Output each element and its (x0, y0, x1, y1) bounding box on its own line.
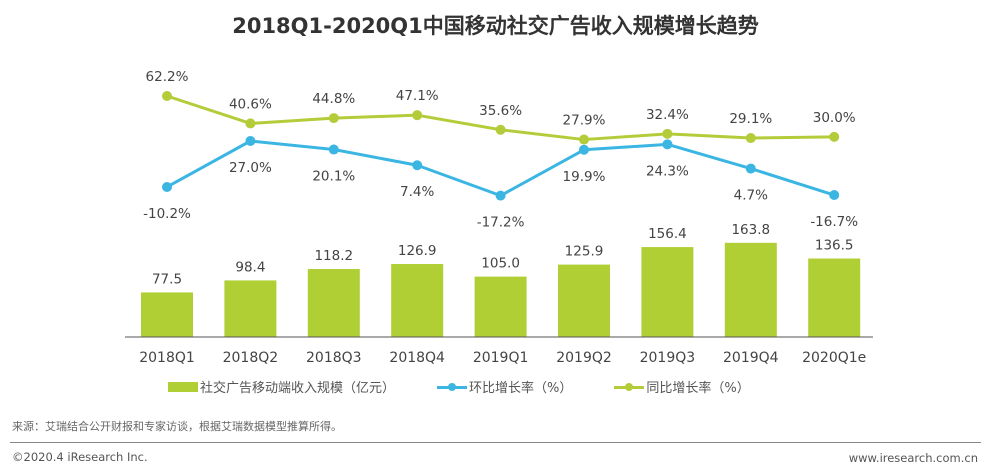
x-tick-label: 2020Q1e (802, 350, 866, 366)
legend-label: 社交广告移动端收入规模（亿元） (200, 381, 396, 396)
yoy-data-label: 27.9% (563, 113, 606, 129)
yoy-data-label: 62.2% (146, 69, 189, 85)
bar-value-label: 98.4 (235, 259, 265, 275)
yoy-data-label: 30.0% (813, 110, 856, 126)
bar-value-label: 125.9 (565, 244, 604, 260)
qoq-data-label: -16.7% (810, 214, 858, 230)
bar (141, 292, 193, 337)
qoq-point (328, 144, 339, 155)
yoy-point (662, 128, 673, 139)
qoq-point (245, 136, 256, 146)
x-tick-label: 2018Q2 (223, 350, 279, 366)
x-tick-label: 2019Q3 (640, 350, 696, 366)
legend-swatch-line-blue (437, 382, 468, 392)
x-tick-label: 2018Q1 (139, 350, 195, 366)
x-tick-label: 2019Q4 (723, 350, 779, 366)
bar (724, 242, 777, 337)
qoq-data-label: 27.0% (229, 160, 272, 176)
qoq-data-label: 19.9% (563, 169, 606, 185)
x-tick-label: 2018Q4 (389, 350, 445, 366)
qoq-data-label: -10.2% (143, 206, 191, 222)
yoy-point (829, 131, 840, 142)
qoq-point (162, 181, 172, 192)
x-tick-label: 2018Q3 (306, 350, 362, 366)
legend-label: 同比增长率（%） (646, 381, 750, 396)
legend-item-revenue: 社交广告移动端收入规模（亿元） (168, 377, 395, 396)
bar (307, 269, 360, 337)
chart-title: 2018Q1-2020Q1中国移动社交广告收入规模增长趋势 (232, 14, 759, 38)
yoy-point (495, 124, 506, 135)
source-note: 来源：艾瑞结合公开财报和专家访谈，根据艾瑞数据模型推算所得。 (12, 420, 342, 433)
qoq-point (662, 139, 673, 150)
footer-divider (10, 442, 981, 443)
bar-value-label: 156.4 (648, 226, 687, 242)
legend-swatch-line-green (614, 382, 645, 392)
legend-label: 环比增长率（%） (469, 381, 573, 396)
legend: 社交广告移动端收入规模（亿元） 环比增长率（%） 同比增长率（%） (168, 377, 792, 396)
bar (641, 247, 694, 337)
yoy-data-label: 32.4% (646, 107, 689, 123)
bar (391, 264, 444, 337)
qoq-data-label: 4.7% (734, 188, 768, 204)
yoy-point (162, 91, 172, 101)
bar (808, 258, 861, 337)
qoq-point (579, 144, 589, 155)
bar-value-label: 163.8 (731, 222, 770, 238)
qoq-data-label: 7.4% (400, 184, 434, 200)
legend-item-qoq: 环比增长率（%） (437, 377, 572, 396)
x-tick-label: 2019Q1 (473, 350, 529, 366)
bar-value-label: 136.5 (815, 238, 854, 254)
qoq-data-label: 24.3% (646, 163, 689, 179)
yoy-point (579, 134, 589, 145)
bar (224, 280, 277, 337)
qoq-data-label: 20.1% (312, 169, 355, 185)
yoy-data-label: 44.8% (312, 91, 355, 107)
bar-value-label: 118.2 (314, 248, 353, 264)
bar-value-label: 77.5 (152, 271, 182, 287)
website-link[interactable]: www.iresearch.com.cn (848, 451, 978, 465)
bar (474, 276, 527, 337)
bar (558, 264, 610, 337)
yoy-data-label: 35.6% (479, 103, 522, 119)
qoq-point (495, 190, 506, 201)
qoq-point (829, 190, 840, 201)
legend-swatch-bar (168, 381, 198, 392)
yoy-data-label: 40.6% (229, 96, 272, 112)
bar-value-label: 126.9 (398, 243, 437, 259)
yoy-point (245, 118, 256, 129)
yoy-point (328, 113, 339, 124)
x-tick-label: 2019Q2 (556, 350, 612, 366)
legend-item-yoy: 同比增长率（%） (614, 377, 750, 396)
yoy-point (412, 110, 423, 121)
yoy-data-label: 29.1% (729, 111, 772, 127)
bar-value-label: 105.0 (481, 256, 520, 272)
yoy-data-label: 47.1% (396, 88, 439, 104)
qoq-point (412, 160, 423, 171)
copyright: ©2020.4 iResearch Inc. (12, 450, 148, 464)
qoq-point (745, 163, 756, 174)
qoq-data-label: -17.2% (477, 215, 525, 231)
yoy-point (745, 133, 756, 144)
